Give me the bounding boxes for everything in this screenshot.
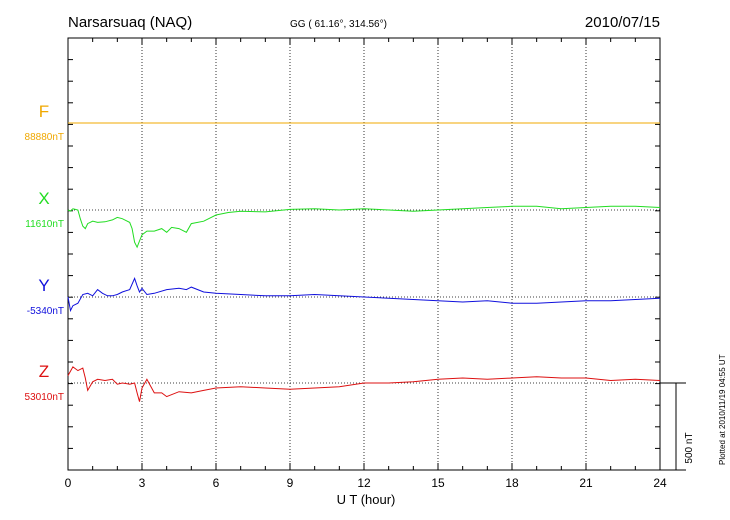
labels-layer: F 88880nT X 11610nT Y -5340nT Z 53010nT bbox=[25, 102, 64, 403]
series-z-line bbox=[67, 366, 661, 402]
x-tick-label: 6 bbox=[213, 476, 220, 490]
series-x-name: X bbox=[38, 189, 49, 208]
plotted-note: Plotted at 2010/11/19 04:55 UT bbox=[718, 354, 727, 465]
series-y-baseline: -5340nT bbox=[27, 306, 64, 317]
series-f-name: F bbox=[39, 102, 49, 121]
x-tick-label: 21 bbox=[579, 476, 593, 490]
series-f-baseline: 88880nT bbox=[25, 132, 64, 143]
scale-bar-label: 500 nT bbox=[684, 432, 695, 463]
chart-date: 2010/07/15 bbox=[585, 14, 660, 31]
ticks-layer: 0 3 6 9 12 15 18 21 24 bbox=[65, 38, 667, 490]
series-layer bbox=[67, 122, 661, 402]
scale-layer bbox=[660, 382, 686, 471]
station-coords: GG ( 61.16°, 314.56°) bbox=[290, 19, 387, 30]
x-tick-label: 12 bbox=[357, 476, 371, 490]
series-y-name: Y bbox=[38, 276, 49, 295]
x-axis-label: U T (hour) bbox=[337, 492, 396, 507]
station-title: Narsarsuaq (NAQ) bbox=[68, 14, 192, 31]
x-tick-label: 18 bbox=[505, 476, 519, 490]
x-tick-label: 15 bbox=[431, 476, 445, 490]
series-x-line bbox=[67, 205, 661, 249]
series-y-line bbox=[67, 277, 661, 313]
x-tick-label: 3 bbox=[139, 476, 146, 490]
x-tick-label: 9 bbox=[287, 476, 294, 490]
x-tick-label: 0 bbox=[65, 476, 72, 490]
x-tick-label: 24 bbox=[653, 476, 667, 490]
series-z-name: Z bbox=[39, 362, 49, 381]
series-z-baseline: 53010nT bbox=[25, 392, 64, 403]
grid-layer bbox=[68, 38, 660, 470]
series-x-baseline: 11610nT bbox=[25, 219, 64, 230]
